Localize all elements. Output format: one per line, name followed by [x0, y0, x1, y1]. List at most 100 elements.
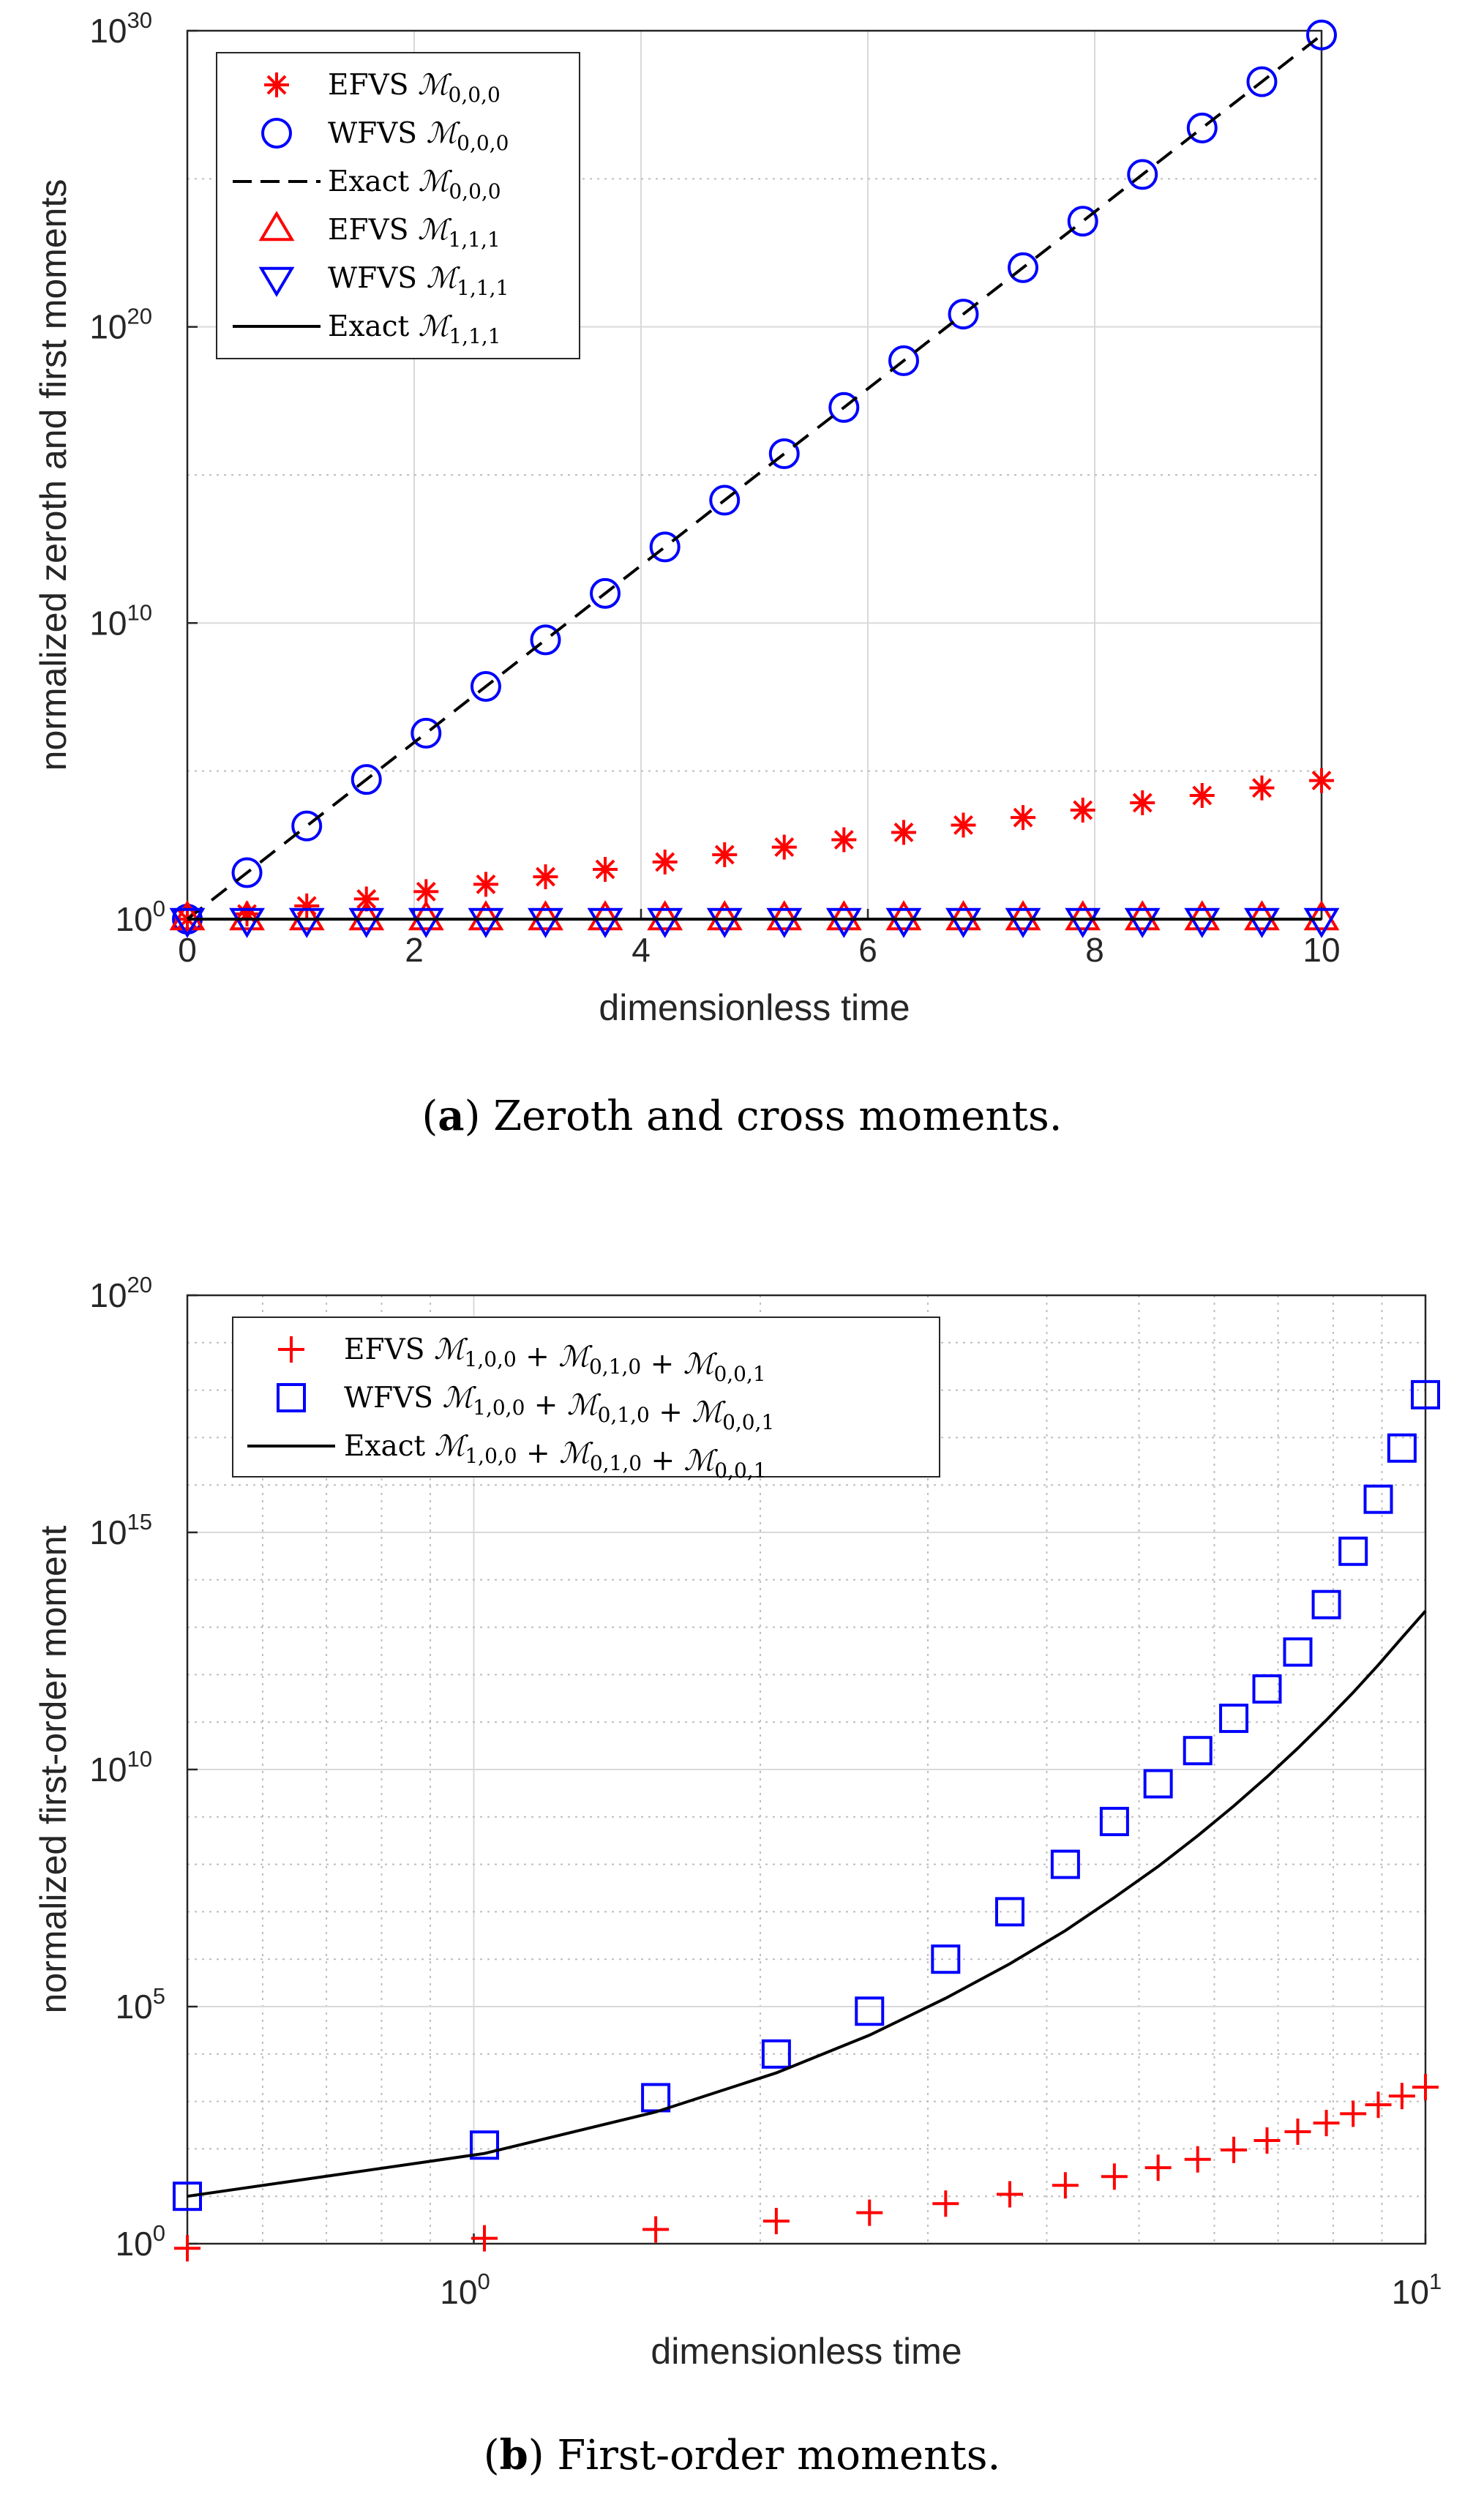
data-point: [649, 531, 681, 563]
data-point: [1184, 2146, 1211, 2173]
legend-label: Exact ℳ1,1,1: [328, 310, 501, 348]
data-point: [1183, 1736, 1213, 1766]
data-point: [229, 900, 265, 931]
y-tick-label: 1030: [89, 7, 152, 50]
data-point: [1184, 907, 1221, 938]
data-point: [1067, 206, 1098, 237]
series-exact-first-order: [187, 1610, 1427, 2198]
data-point: [1363, 1484, 1393, 1514]
data-point: [652, 849, 678, 875]
data-point: [587, 900, 623, 931]
data-point: [1244, 907, 1280, 938]
data-point: [1306, 19, 1337, 50]
series-efvs-000: [175, 768, 1334, 932]
y-tick-label: 1020: [89, 304, 152, 346]
data-point: [885, 900, 922, 931]
data-point: [641, 2083, 671, 2113]
x-tick-label: 101: [1392, 2269, 1442, 2311]
data-point: [590, 577, 621, 609]
data-point: [766, 907, 803, 938]
data-point: [945, 907, 981, 938]
series-wfvs-111: [169, 907, 1340, 938]
data-point: [528, 900, 563, 931]
legend-label: EFVS ℳ0,0,0: [328, 69, 501, 107]
data-point: [825, 900, 862, 931]
legend-label: EFVS ℳ1,1,1: [328, 214, 501, 252]
data-point: [348, 900, 385, 931]
data-point: [169, 907, 206, 938]
data-point: [408, 907, 444, 938]
y-axis-label: normalized first-order moment: [33, 1525, 74, 2013]
data-point: [470, 671, 501, 703]
data-point: [709, 484, 741, 516]
data-point: [888, 345, 919, 376]
data-point: [1143, 1769, 1173, 1799]
series-exact-000: [186, 34, 1323, 921]
legend-label: WFVS ℳ1,1,1: [328, 262, 509, 300]
legend-label: Exact ℳ1,0,0 + ℳ0,1,0 + ℳ0,0,1: [344, 1430, 767, 1483]
data-point: [1338, 1536, 1368, 1566]
y-tick-label: 1020: [89, 1272, 152, 1314]
data-point: [408, 900, 444, 931]
data-point: [1184, 900, 1221, 931]
y-tick-label: 105: [116, 1983, 165, 2026]
data-point: [1189, 783, 1215, 809]
data-point: [996, 2181, 1023, 2208]
data-point: [1340, 2100, 1367, 2127]
data-point: [587, 907, 623, 938]
data-point: [169, 900, 206, 931]
data-point: [1070, 798, 1095, 823]
legend-swatch: [258, 211, 295, 241]
legend: EFVS ℳ0,0,0 WFVS ℳ0,0,0 Exact ℳ0,0,0 EFVS ℳ…: [216, 52, 580, 359]
series-efvs-first-order: [174, 2074, 1439, 2262]
data-point: [831, 827, 857, 853]
series-efvs-111: [169, 900, 1340, 931]
data-point: [948, 299, 979, 330]
x-tick-label: 100: [440, 2269, 490, 2311]
data-point: [1246, 66, 1278, 97]
data-point: [1283, 1637, 1313, 1667]
data-point: [856, 2199, 883, 2226]
data-point: [1412, 2074, 1439, 2101]
legend-swatch: [278, 1336, 304, 1363]
caption-a: (a) Zeroth and cross moments.: [421, 1092, 1062, 1140]
data-point: [1065, 907, 1101, 938]
legend-label: WFVS ℳ1,0,0 + ℳ0,1,0 + ℳ0,0,1: [344, 1382, 774, 1434]
legend-label: EFVS ℳ1,0,0 + ℳ0,1,0 + ℳ0,0,1: [344, 1333, 766, 1386]
data-point: [1124, 900, 1161, 931]
data-point: [533, 864, 558, 890]
data-point: [231, 857, 263, 888]
data-point: [1244, 900, 1280, 931]
data-point: [469, 2130, 499, 2160]
data-point: [771, 834, 797, 860]
x-tick-label: 2: [405, 931, 424, 969]
data-point: [766, 900, 803, 931]
legend-swatch: [277, 1383, 306, 1412]
data-point: [768, 438, 800, 470]
x-tick-label: 6: [858, 931, 877, 969]
data-point: [1387, 1433, 1417, 1463]
data-point: [891, 820, 916, 845]
y-tick-label: 100: [116, 896, 165, 938]
data-point: [413, 879, 439, 905]
data-point: [1303, 900, 1340, 931]
data-point: [1219, 1704, 1249, 1734]
data-point: [530, 624, 561, 656]
data-point: [1313, 2110, 1340, 2137]
data-point: [1253, 2127, 1281, 2154]
data-point: [1124, 907, 1161, 938]
legend-box: [232, 1317, 940, 1478]
data-point: [468, 907, 504, 938]
data-point: [1221, 2136, 1248, 2163]
data-point: [994, 1897, 1024, 1927]
legend-swatch: [261, 118, 292, 149]
data-point: [471, 2225, 498, 2252]
panel-b: 100 101 100 105 1010 1015 1020 dimensionless ti…: [33, 1272, 1442, 2479]
data-point: [1249, 775, 1275, 801]
data-point: [931, 1944, 961, 1974]
data-point: [761, 2039, 791, 2069]
data-point: [712, 842, 738, 867]
data-point: [647, 900, 683, 931]
data-point: [642, 2216, 670, 2243]
